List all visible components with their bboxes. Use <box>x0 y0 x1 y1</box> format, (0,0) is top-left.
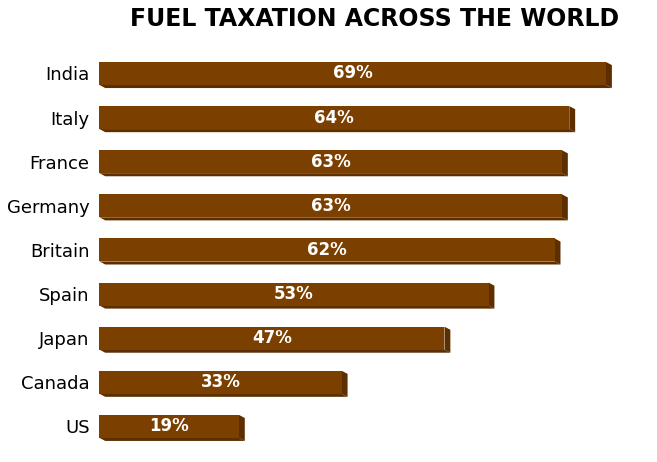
Polygon shape <box>445 327 450 353</box>
Polygon shape <box>555 238 560 264</box>
Polygon shape <box>99 129 575 132</box>
Bar <box>99 415 239 438</box>
Polygon shape <box>99 85 612 88</box>
Polygon shape <box>99 394 348 397</box>
Polygon shape <box>562 195 568 220</box>
Bar <box>99 371 342 394</box>
Polygon shape <box>606 62 612 88</box>
Polygon shape <box>99 305 495 309</box>
Text: 62%: 62% <box>307 241 347 259</box>
Polygon shape <box>570 106 575 132</box>
Bar <box>99 283 489 305</box>
Polygon shape <box>562 150 568 176</box>
Polygon shape <box>99 217 568 220</box>
Polygon shape <box>489 283 495 309</box>
Text: 63%: 63% <box>311 197 351 215</box>
Bar <box>99 327 445 350</box>
Bar <box>99 106 570 129</box>
Bar <box>99 150 562 173</box>
Text: 33%: 33% <box>200 373 240 391</box>
Polygon shape <box>239 415 245 441</box>
Polygon shape <box>99 350 450 353</box>
Text: 63%: 63% <box>311 153 351 171</box>
Text: 19%: 19% <box>149 417 189 435</box>
Bar <box>99 238 555 261</box>
Text: 64%: 64% <box>315 109 354 127</box>
Bar <box>99 62 606 85</box>
Polygon shape <box>99 261 560 264</box>
Bar <box>99 195 562 217</box>
Text: 53%: 53% <box>274 285 314 303</box>
Text: 47%: 47% <box>252 329 292 347</box>
Polygon shape <box>99 173 568 176</box>
Polygon shape <box>342 371 348 397</box>
Text: 69%: 69% <box>333 65 373 83</box>
Title: FUEL TAXATION ACROSS THE WORLD: FUEL TAXATION ACROSS THE WORLD <box>130 7 620 31</box>
Polygon shape <box>99 438 245 441</box>
